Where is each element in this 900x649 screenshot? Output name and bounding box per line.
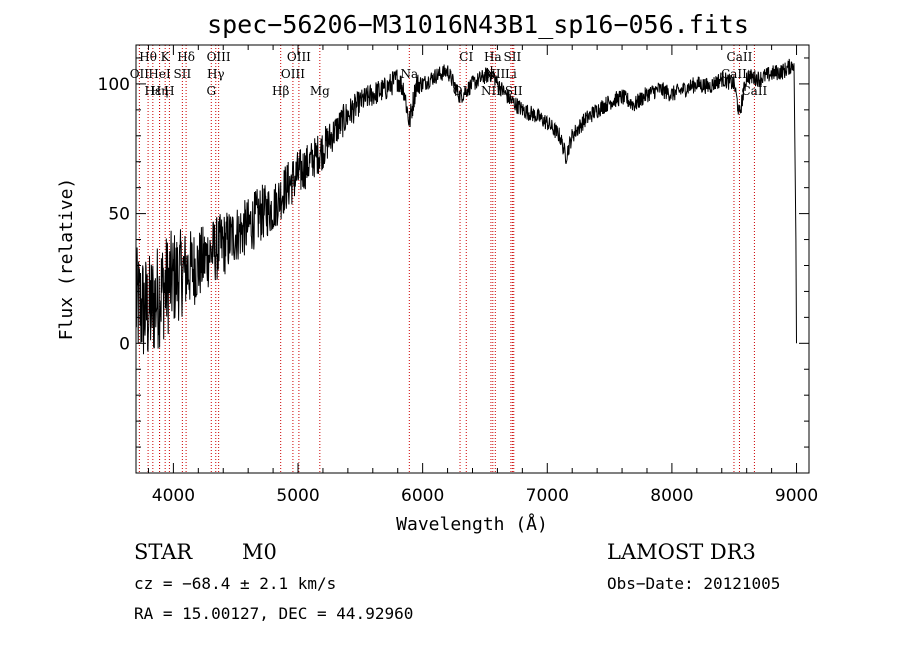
spectral-line-label: SII [504,50,522,64]
redshift-readout: cz = −68.4 ± 2.1 km/s [134,574,337,593]
spectral-line-label: OII [130,67,150,81]
spectral-line-label: Hε [144,84,161,98]
flux-series-line [135,58,797,355]
spectral-line-label: NII [481,84,501,98]
spectral-line-label: HeI [148,67,171,81]
spectral-line-label: OIII [207,50,231,64]
axes-layer: 4000 5000 6000 7000 8000 9000 0 50 100 [98,45,818,506]
y-tick-label: 50 [108,205,130,225]
spectral-line-label: Na [400,67,418,81]
spectral-line-label: K [161,50,171,64]
spectral-line-label: CaII [727,50,753,64]
x-axis-label: Wavelength (Å) [396,513,548,535]
coordinates-readout: RA = 15.00127, DEC = 44.92960 [134,604,414,623]
chart-title: spec−56206−M31016N43B1_sp16−056.fits [207,10,749,39]
spectral-line-label: Li [505,67,517,81]
spectral-line-label: SII [174,67,192,81]
x-tick-label: 9000 [775,486,818,506]
plot-frame [135,44,810,474]
spectral-line-label: Hη [151,84,169,98]
spectral-line-label: Hδ [177,50,195,64]
x-tick-label: 7000 [526,486,569,506]
spectral-lines-layer [138,45,755,473]
x-tick-label: 4000 [152,486,195,506]
spectral-line-label: CI [459,50,473,64]
spectral-line-label: OIII [281,67,305,81]
spectral-line-label: CaII [741,84,767,98]
y-tick-label: 100 [98,75,130,95]
spectral-line-label: Ha [484,50,502,64]
spectral-line-label: Mg [310,84,330,98]
y-axis-label: Flux (relative) [56,178,77,341]
spectral-line-label: Hθ [139,50,157,64]
x-tick-label: 5000 [276,486,319,506]
spectral-line-label: Hγ [207,67,225,81]
y-tick-label: 0 [119,334,130,354]
spectral-line-label: G [206,84,216,98]
observation-date: Obs−Date: 20121005 [607,574,781,593]
object-subclass: M0 [242,540,277,564]
survey-name: LAMOST DR3 [607,540,756,564]
x-tick-label: 6000 [401,486,444,506]
spectral-line-label: Hβ [272,84,289,98]
object-class: STAR [134,540,193,564]
spectral-line-label: H [164,84,174,98]
spectral-line-label: OIII [287,50,311,64]
x-tick-label: 8000 [650,486,693,506]
